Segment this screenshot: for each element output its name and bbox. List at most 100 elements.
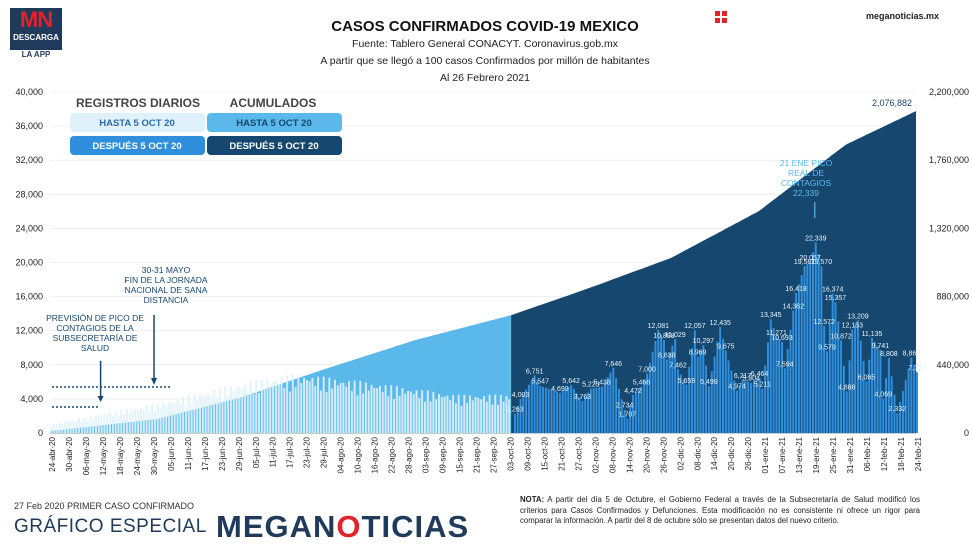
daily-bar-before: [266, 380, 269, 433]
daily-bar-after: [612, 367, 615, 433]
daily-bar-before: [328, 377, 331, 433]
daily-bar-after: [871, 338, 873, 433]
daily-bar-after: [589, 388, 592, 433]
x-tick-label: 11-jun-20: [184, 436, 193, 470]
daily-value-label: 10,872: [830, 333, 852, 340]
daily-bar-after: [603, 381, 606, 433]
daily-bar-before: [103, 414, 106, 433]
x-tick-label: 01-ene-21: [761, 436, 770, 473]
peak-annotation: 22,339: [793, 188, 819, 198]
x-tick-label: 28-ago-20: [405, 436, 414, 473]
daily-value-label: 9,675: [717, 344, 735, 351]
daily-bar-before: [109, 412, 112, 433]
daily-bar-before: [207, 392, 210, 433]
daily-bar-after: [750, 382, 753, 433]
daily-bar-after: [516, 406, 519, 433]
x-tick-label: 02-nov-20: [591, 436, 600, 473]
daily-bar-after: [564, 388, 567, 433]
daily-bar-before: [94, 415, 97, 433]
x-tick-label: 15-sep-20: [456, 436, 465, 473]
x-tick-label: 20-dic-20: [727, 436, 736, 470]
daily-bar-before: [66, 421, 69, 433]
daily-bar-after: [730, 370, 733, 433]
daily-bar-before: [314, 385, 317, 433]
y-right-tick-label: 1,760,000: [929, 155, 969, 165]
daily-bar-before: [381, 392, 384, 433]
logo-mn-mark: MN: [19, 7, 53, 32]
daily-bar-after: [637, 389, 640, 433]
daily-bar-after: [901, 390, 904, 433]
daily-bar-after: [817, 254, 820, 433]
daily-bar-before: [339, 382, 342, 433]
daily-bar-after: [828, 322, 831, 433]
daily-bar-before: [502, 401, 505, 433]
daily-bar-after: [789, 329, 792, 433]
daily-bar-before: [221, 400, 224, 433]
daily-bar-after: [522, 394, 525, 433]
x-tick-label: 17-jul-20: [286, 436, 295, 468]
daily-bar-after: [842, 365, 845, 433]
x-tick-label: 12-feb-21: [880, 436, 889, 471]
daily-bar-after: [688, 366, 691, 433]
daily-value-label: 10,297: [693, 338, 715, 345]
daily-bar-after: [862, 360, 865, 433]
daily-bar-after: [668, 352, 671, 433]
daily-bar-before: [80, 421, 83, 433]
daily-bar-after: [598, 387, 601, 433]
daily-bar-after: [606, 377, 609, 433]
x-tick-label: 09-sep-20: [439, 436, 448, 473]
daily-value-label: 11,029: [665, 332, 686, 339]
x-tick-label: 27-oct-20: [574, 436, 583, 470]
daily-bar-before: [452, 395, 455, 433]
x-tick-label: 20-nov-20: [642, 436, 651, 473]
daily-bar-before: [184, 406, 187, 433]
legend-daily-before-swatch: [70, 113, 205, 132]
daily-bar-before: [210, 396, 213, 433]
daily-bar-after: [778, 339, 781, 433]
daily-bar-before: [156, 403, 159, 433]
daily-bar-before: [443, 396, 446, 433]
daily-value-label: 4,003: [512, 392, 530, 399]
daily-bar-after: [865, 381, 868, 433]
daily-bar-before: [260, 379, 263, 433]
daily-bar-after: [809, 262, 812, 433]
jornada-annotation: FIN DE LA JORNADA: [124, 275, 207, 285]
daily-value-label: 5,466: [633, 379, 651, 386]
daily-bar-before: [421, 390, 424, 433]
daily-bar-before: [283, 387, 286, 433]
daily-bar-after: [592, 388, 595, 433]
daily-bar-before: [435, 399, 438, 433]
daily-bar-after: [710, 371, 713, 433]
daily-bar-after: [736, 390, 739, 433]
daily-bar-before: [480, 399, 483, 433]
daily-bar-before: [491, 404, 494, 433]
daily-bar-after: [671, 345, 674, 433]
daily-bar-after: [727, 360, 730, 433]
daily-value-label: 7,000: [638, 366, 656, 373]
daily-bar-before: [468, 395, 471, 433]
daily-bar-after: [890, 376, 893, 433]
daily-bar-before: [438, 393, 440, 433]
x-tick-label: 16-ago-20: [371, 436, 380, 473]
daily-bar-before: [204, 395, 207, 433]
daily-value-label: 19,581: [794, 259, 816, 266]
daily-bar-after: [885, 378, 888, 433]
daily-value-label: 5,659: [678, 378, 696, 385]
accumulated-last-label: 2,076,882: [872, 98, 912, 108]
daily-bar-after: [758, 377, 761, 433]
daily-bar-after: [542, 386, 545, 433]
daily-bar-before: [52, 423, 55, 433]
daily-bar-after: [617, 388, 620, 433]
daily-bar-after: [879, 349, 882, 433]
daily-bar-after: [657, 330, 660, 433]
daily-bar-before: [280, 376, 283, 433]
daily-value-label: 4,886: [838, 384, 856, 391]
daily-bar-before: [78, 418, 81, 433]
daily-value-label: 4,974: [728, 384, 746, 391]
daily-bar-before: [499, 395, 502, 433]
daily-bar-after: [533, 375, 536, 433]
daily-bar-after: [620, 399, 623, 433]
x-tick-label: 30-abr-20: [65, 436, 74, 471]
daily-bar-before: [142, 410, 145, 433]
x-tick-label: 09-oct-20: [523, 436, 532, 470]
